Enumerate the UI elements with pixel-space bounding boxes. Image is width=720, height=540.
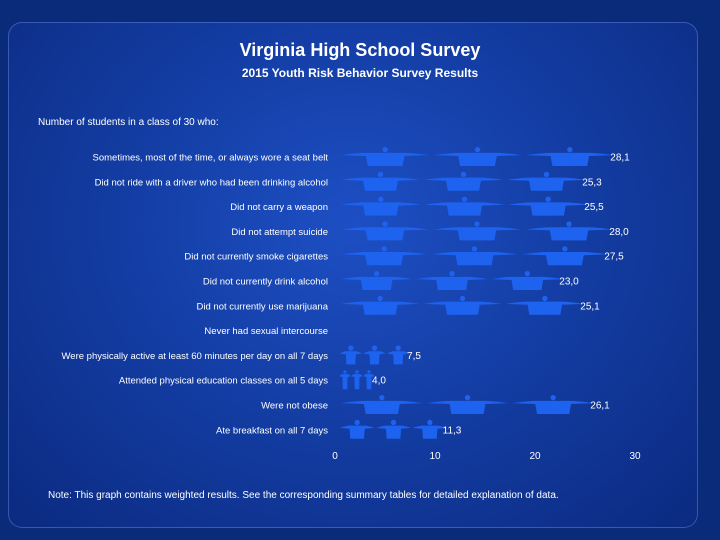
bar-mark (340, 271, 564, 290)
category-label: Did not ride with a driver who had been … (95, 177, 328, 188)
data-label: 28,1 (610, 153, 630, 164)
footnote: Note: This graph contains weighted resul… (48, 490, 559, 501)
bar-mark (339, 345, 410, 365)
data-label: 27,5 (604, 252, 624, 263)
data-label: 23,0 (559, 277, 579, 288)
data-label: 25,1 (580, 301, 600, 312)
category-label: Were not obese (261, 401, 328, 412)
data-label: 28,0 (609, 227, 629, 238)
chart-subtitle: 2015 Youth Risk Behavior Survey Results (241, 66, 479, 80)
x-tick-label: 30 (629, 451, 641, 462)
data-label: 25,5 (584, 202, 604, 213)
bar-mark (341, 171, 586, 191)
data-label: 7,5 (407, 351, 421, 362)
category-label: Did not carry a weapon (230, 202, 328, 213)
bar-mark (339, 419, 448, 439)
bar-mark (341, 221, 613, 241)
category-label: Did not currently smoke cigarettes (184, 252, 328, 263)
slide-panel (8, 22, 698, 528)
bar-mark (341, 147, 614, 166)
bar-mark (339, 370, 375, 390)
data-label: 11,3 (443, 425, 462, 436)
data-label: 25,3 (582, 177, 602, 188)
x-tick-label: 10 (429, 451, 441, 462)
category-label: Sometimes, most of the time, or always w… (93, 153, 329, 164)
data-label: 4,0 (372, 376, 386, 387)
bar-mark (341, 395, 594, 414)
x-tick-label: 0 (332, 451, 338, 462)
category-label: Attended physical education classes on a… (119, 376, 328, 387)
category-label: Were physically active at least 60 minut… (62, 351, 329, 362)
category-label: Never had sexual intercourse (204, 326, 328, 337)
bar-mark (341, 196, 588, 216)
category-label: Did not attempt suicide (231, 227, 328, 238)
bar-mark (341, 246, 608, 266)
bar-mark (341, 295, 584, 315)
chart-title: Virginia High School Survey (239, 40, 481, 60)
category-label: Ate breakfast on all 7 days (216, 425, 328, 436)
category-label: Did not currently use marijuana (197, 301, 329, 312)
chart-intro: Number of students in a class of 30 who: (38, 117, 219, 128)
data-label: 26,1 (590, 401, 610, 412)
category-label: Did not currently drink alcohol (203, 277, 328, 288)
x-tick-label: 20 (529, 451, 541, 462)
